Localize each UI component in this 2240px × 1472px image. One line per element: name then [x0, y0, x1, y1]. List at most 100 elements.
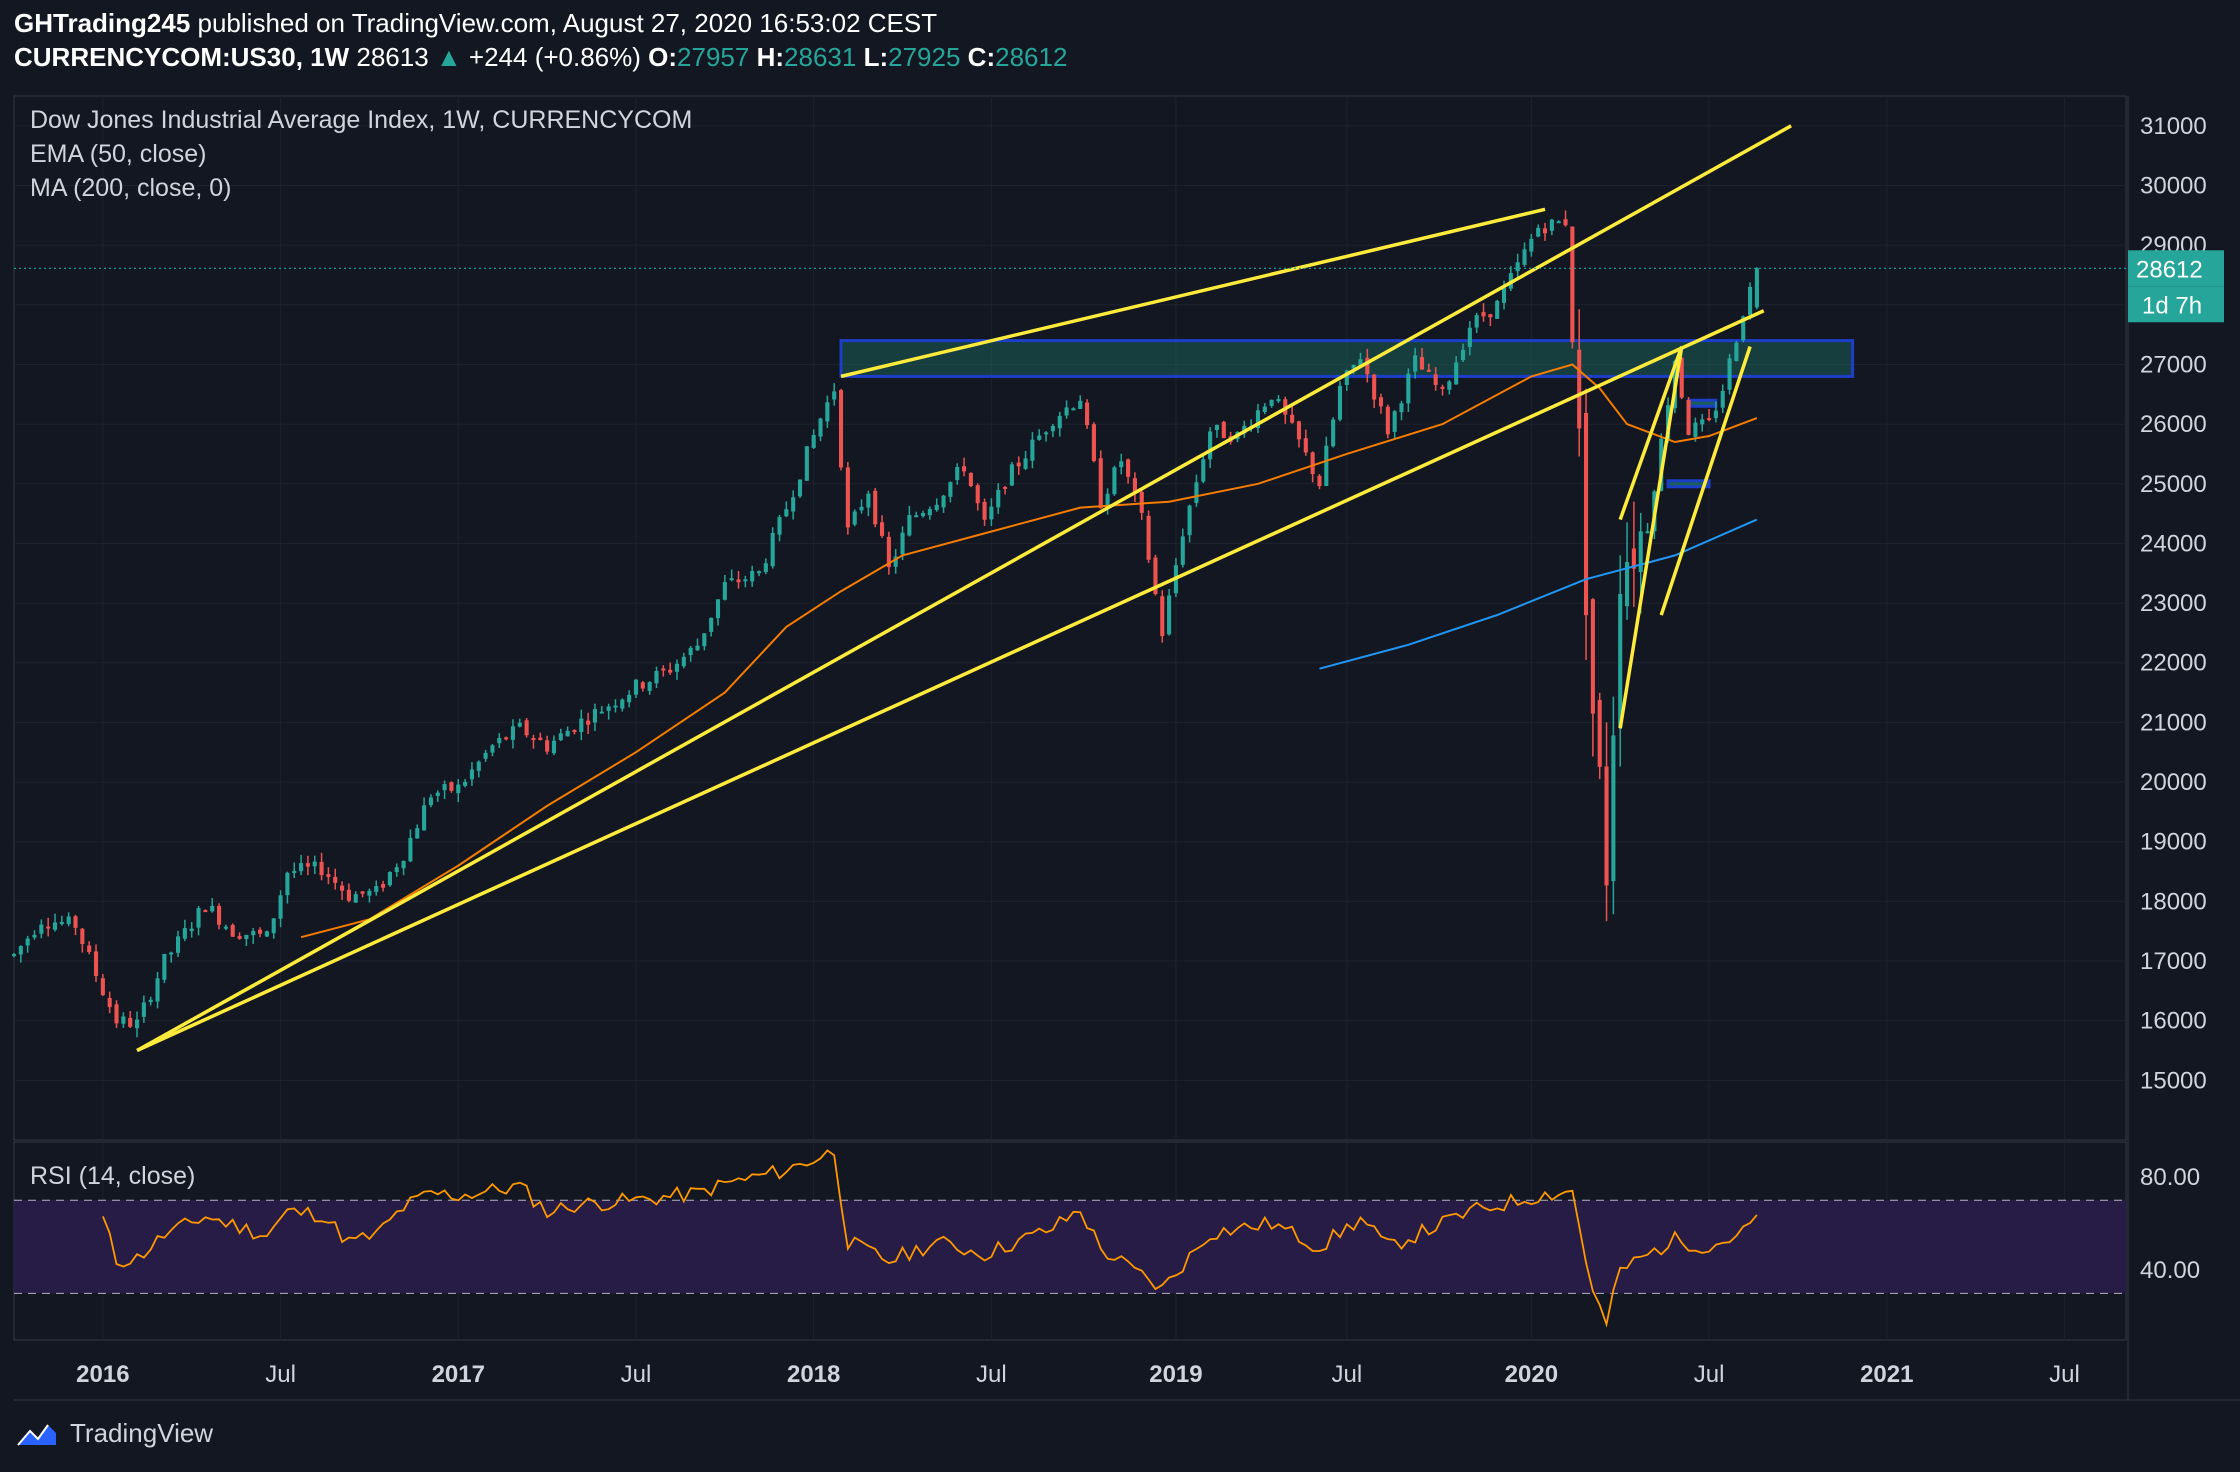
- candle-body[interactable]: [1269, 399, 1274, 406]
- candle-body[interactable]: [203, 910, 208, 913]
- candle-body[interactable]: [627, 694, 632, 703]
- candle-body[interactable]: [852, 511, 857, 525]
- candle-body[interactable]: [66, 916, 71, 925]
- ma-200-line[interactable]: [1319, 518, 1758, 670]
- trendline[interactable]: [840, 207, 1546, 379]
- candle-body[interactable]: [1406, 373, 1411, 404]
- candle-body[interactable]: [1645, 531, 1650, 534]
- candle-body[interactable]: [640, 682, 645, 689]
- candle-body[interactable]: [941, 495, 946, 508]
- candle-body[interactable]: [551, 740, 557, 754]
- candle-body[interactable]: [394, 867, 399, 873]
- trendline[interactable]: [1618, 345, 1684, 521]
- candle-body[interactable]: [1139, 491, 1144, 513]
- candle-body[interactable]: [367, 890, 372, 896]
- candle-body[interactable]: [1754, 268, 1759, 308]
- candle-body[interactable]: [278, 895, 283, 919]
- candle-body[interactable]: [155, 978, 160, 1002]
- candle-body[interactable]: [927, 509, 932, 516]
- candle-body[interactable]: [175, 936, 181, 953]
- tradingview-logo[interactable]: TradingView: [14, 1418, 213, 1449]
- candle-body[interactable]: [1003, 486, 1008, 489]
- candle-body[interactable]: [435, 792, 440, 796]
- candle-body[interactable]: [1481, 312, 1486, 317]
- candle-body[interactable]: [1522, 249, 1527, 265]
- candle-body[interactable]: [804, 446, 809, 481]
- candle-body[interactable]: [353, 894, 358, 903]
- candle-body[interactable]: [1570, 226, 1575, 343]
- candle-body[interactable]: [756, 571, 762, 574]
- candle-body[interactable]: [825, 402, 830, 422]
- candle-body[interactable]: [1112, 467, 1117, 495]
- candle-body[interactable]: [934, 504, 939, 511]
- candle-body[interactable]: [606, 706, 611, 711]
- candle-body[interactable]: [128, 1017, 133, 1027]
- candle-body[interactable]: [1044, 432, 1049, 435]
- candle-body[interactable]: [633, 679, 639, 695]
- rsi-line[interactable]: [102, 1149, 1758, 1328]
- candle-body[interactable]: [52, 922, 58, 930]
- candle-body[interactable]: [1433, 374, 1438, 385]
- candle-body[interactable]: [449, 782, 454, 791]
- candle-body[interactable]: [162, 953, 167, 980]
- candle-body[interactable]: [1720, 390, 1725, 408]
- candle-body[interactable]: [292, 870, 297, 873]
- candle-body[interactable]: [1727, 358, 1732, 390]
- candle-body[interactable]: [1597, 699, 1602, 767]
- candle-body[interactable]: [1563, 219, 1568, 226]
- candle-body[interactable]: [832, 391, 837, 400]
- candle-body[interactable]: [456, 784, 461, 794]
- candle-body[interactable]: [674, 663, 680, 672]
- candle-body[interactable]: [695, 645, 700, 651]
- candle-body[interactable]: [524, 720, 529, 736]
- trendline[interactable]: [136, 309, 1765, 1053]
- candle-body[interactable]: [586, 720, 591, 725]
- candle-body[interactable]: [59, 922, 64, 925]
- candle-body[interactable]: [504, 737, 509, 740]
- candle-body[interactable]: [962, 466, 967, 472]
- candle-body[interactable]: [688, 647, 693, 656]
- candle-body[interactable]: [1358, 359, 1363, 368]
- candle-body[interactable]: [340, 885, 345, 891]
- candle-body[interactable]: [1221, 421, 1226, 439]
- candle-body[interactable]: [230, 924, 235, 937]
- ema-50-line[interactable]: [300, 363, 1758, 939]
- candle-body[interactable]: [538, 737, 543, 741]
- candle-body[interactable]: [750, 571, 755, 582]
- candle-body[interactable]: [1467, 327, 1472, 347]
- candle-body[interactable]: [401, 860, 406, 869]
- candle-body[interactable]: [1009, 464, 1014, 486]
- candle-body[interactable]: [1693, 422, 1698, 437]
- candle-body[interactable]: [1372, 374, 1377, 400]
- candle-body[interactable]: [223, 926, 228, 929]
- candle-body[interactable]: [1583, 412, 1589, 616]
- candle-body[interactable]: [271, 918, 276, 934]
- candle-body[interactable]: [387, 871, 392, 886]
- candle-body[interactable]: [1351, 364, 1356, 369]
- candle-body[interactable]: [770, 533, 775, 567]
- candle-body[interactable]: [346, 889, 351, 901]
- candle-body[interactable]: [996, 489, 1001, 508]
- candle-body[interactable]: [1296, 421, 1302, 440]
- candle-body[interactable]: [920, 512, 926, 517]
- candle-body[interactable]: [415, 828, 420, 839]
- candle-body[interactable]: [374, 886, 379, 892]
- candle-body[interactable]: [469, 769, 474, 780]
- candle-body[interactable]: [1091, 424, 1096, 462]
- candle-body[interactable]: [1016, 462, 1021, 467]
- candle-body[interactable]: [18, 946, 23, 955]
- candle-body[interactable]: [599, 711, 604, 714]
- ma-legend[interactable]: MA (200, close, 0): [30, 174, 232, 202]
- candle-body[interactable]: [428, 797, 433, 806]
- candle-body[interactable]: [1064, 407, 1069, 416]
- candle-body[interactable]: [1413, 355, 1418, 372]
- candle-body[interactable]: [613, 705, 618, 708]
- candle-body[interactable]: [709, 617, 714, 632]
- candle-body[interactable]: [11, 954, 17, 957]
- author-name[interactable]: GHTrading245: [14, 8, 191, 38]
- candle-body[interactable]: [565, 730, 570, 737]
- candle-body[interactable]: [729, 578, 734, 581]
- candle-body[interactable]: [1604, 766, 1609, 886]
- candle-body[interactable]: [1713, 410, 1718, 419]
- candle-body[interactable]: [1556, 221, 1561, 224]
